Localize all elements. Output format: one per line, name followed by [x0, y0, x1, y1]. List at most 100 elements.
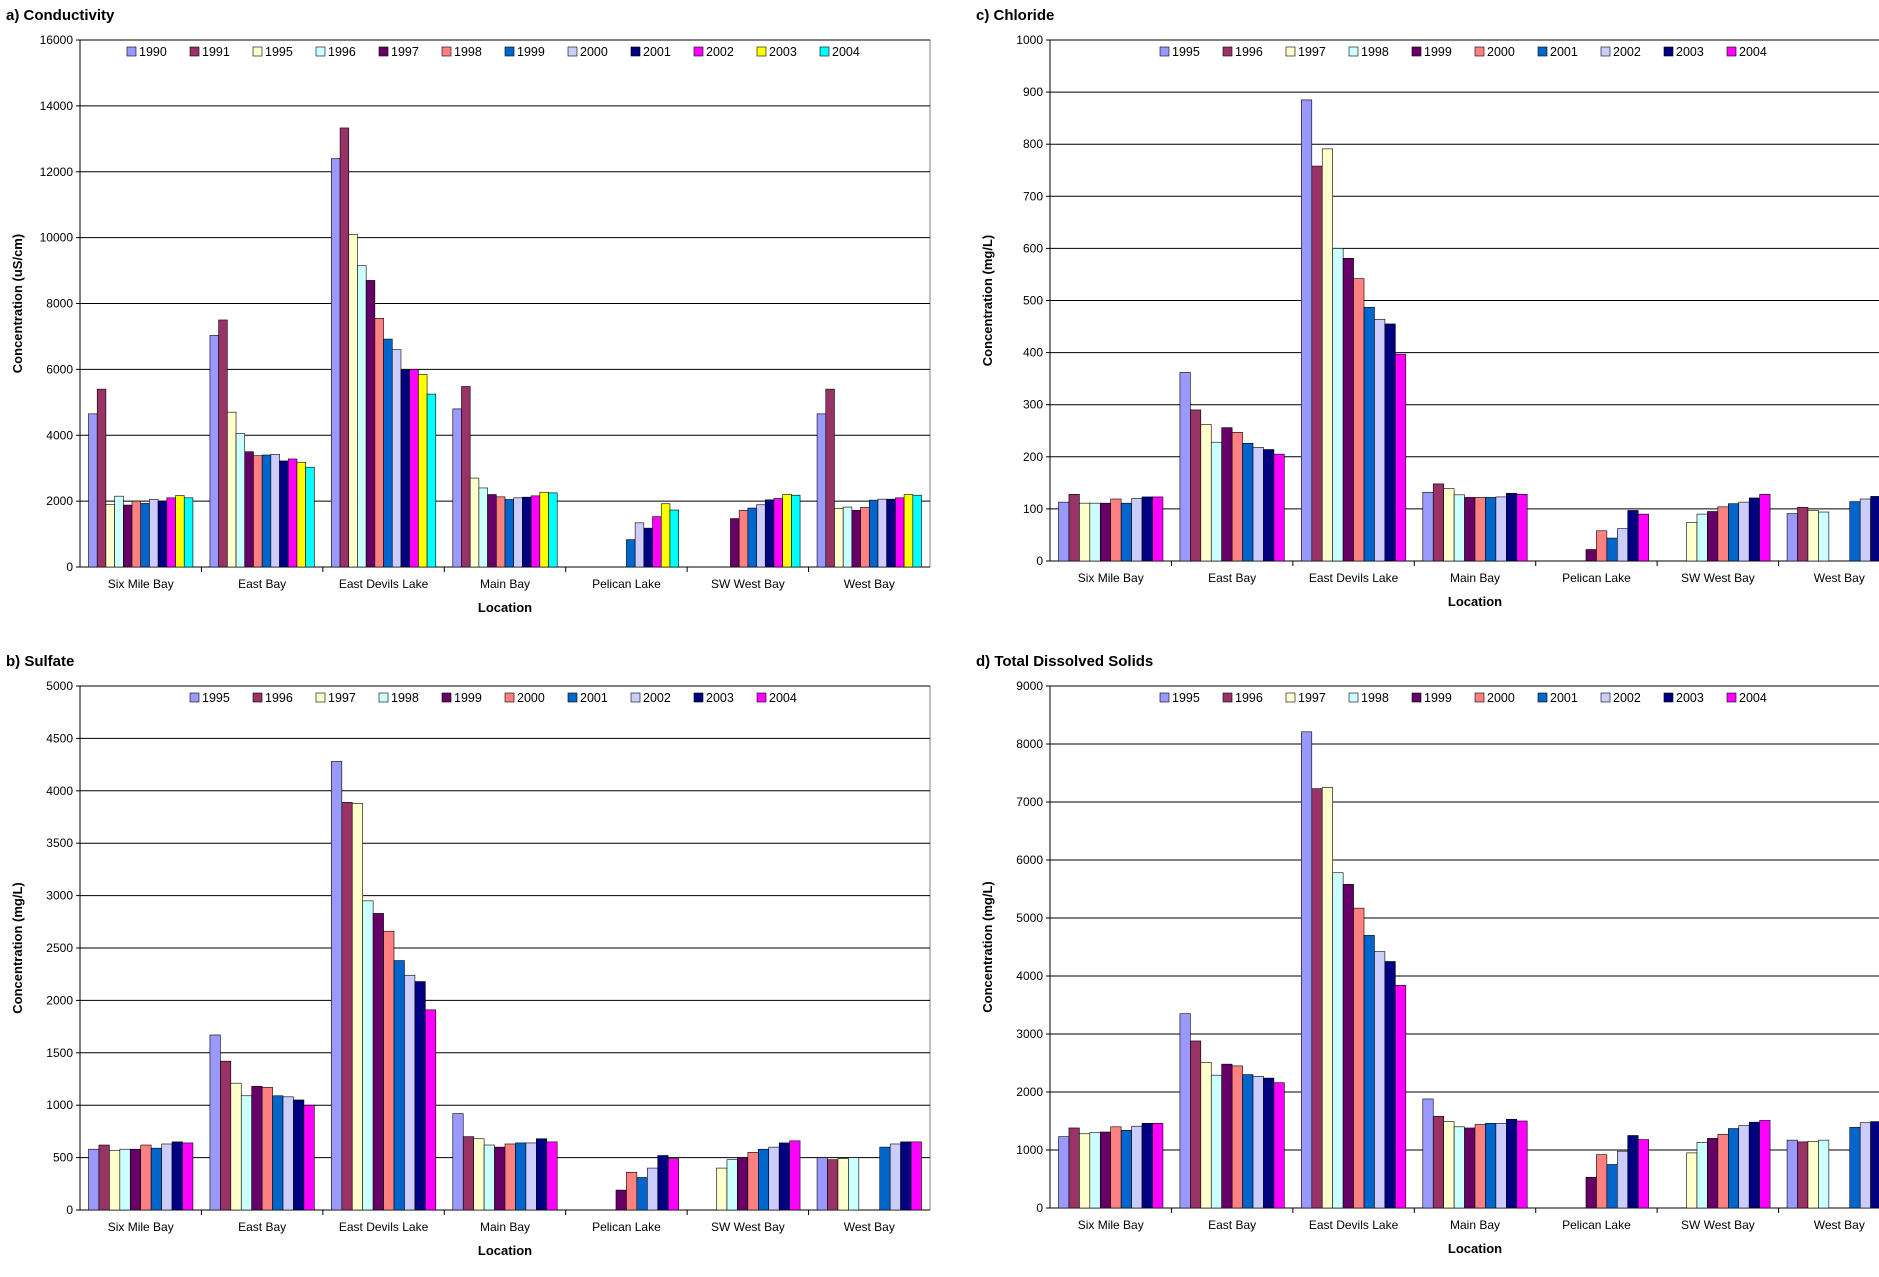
x-tick-label: Main Bay	[1450, 571, 1500, 585]
bar-1998-main-bay	[1453, 494, 1465, 562]
bar-1998-sw-west-bay	[1696, 513, 1708, 562]
legend-label-2000: 2000	[1487, 45, 1515, 59]
bar-2003-sw-west-bay	[1748, 497, 1760, 562]
bar-1999-sw-west-bay	[1707, 1138, 1719, 1209]
bar-1997-sw-west-bay	[1686, 522, 1698, 562]
x-tick-label: Six Mile Bay	[1078, 1218, 1144, 1232]
y-tick-label: 700	[1023, 189, 1043, 203]
legend-swatch-2001	[567, 692, 578, 703]
legend: 1995 1996 1997 1998 1999 2000 2001 2002 2003 2004	[1159, 691, 1767, 705]
bar-1997-sw-west-bay	[716, 1167, 728, 1211]
y-tick-label: 5000	[1016, 911, 1043, 925]
bar-1999-main-bay	[504, 499, 514, 568]
bar-2001-pelican-lake	[1606, 1164, 1618, 1209]
bar-1998-sw-west-bay	[726, 1159, 738, 1211]
bar-2004-east-devils-lake	[1395, 353, 1407, 562]
legend-label-1998: 1998	[1361, 691, 1389, 705]
bar-1998-six-mile-bay	[119, 1148, 131, 1211]
bar-2003-pelican-lake	[1627, 1135, 1639, 1209]
bar-1996-west-bay	[827, 1159, 839, 1211]
bar-1996-main-bay	[462, 1136, 474, 1211]
bar-1997-main-bay	[487, 494, 497, 568]
bar-1998-east-bay	[1210, 441, 1222, 562]
x-tick-label: West Bay	[1814, 1218, 1865, 1232]
y-tick-label: 4000	[1016, 969, 1043, 983]
x-tick-label: West Bay	[844, 577, 895, 591]
y-tick-label: 0	[66, 1203, 73, 1217]
legend-label-2004: 2004	[1739, 691, 1767, 705]
sulfate-chart: b) Sulfate 0 500 1000 1500 2000 2500 3000 3500 40…	[6, 653, 931, 1258]
bar-1995-east-devils-lake	[1301, 731, 1313, 1209]
legend-label-1995: 1995	[1172, 45, 1200, 59]
bar-2000-east-bay	[1231, 1065, 1243, 1209]
y-tick-label: 1000	[1016, 33, 1043, 47]
chart-title: b) Sulfate	[6, 653, 74, 670]
legend-swatch-1998	[1348, 692, 1359, 703]
bar-1997-sw-west-bay	[1686, 1152, 1698, 1209]
bar-1999-main-bay	[1464, 497, 1476, 562]
bar-1997-west-bay	[1807, 510, 1819, 562]
bar-2002-west-bay	[1859, 1122, 1871, 1209]
y-axis-label: Concentration (uS/cm)	[10, 234, 25, 373]
x-tick-label: West Bay	[1814, 571, 1865, 585]
y-tick-label: 3000	[1016, 1027, 1043, 1041]
bar-2002-sw-west-bay	[773, 498, 783, 568]
bar-2002-main-bay	[530, 495, 541, 568]
y-tick-label: 800	[1023, 137, 1043, 151]
bar-2003-west-bay	[903, 494, 914, 568]
legend-label-2004: 2004	[1739, 45, 1767, 59]
legend-swatch-2000	[567, 46, 578, 57]
legend-swatch-2003	[756, 46, 767, 57]
bar-2003-six-mile-bay	[1141, 1123, 1153, 1209]
legend-label-1997: 1997	[391, 45, 419, 59]
bar-1997-east-bay	[1200, 1062, 1212, 1209]
bar-2002-main-bay	[1495, 1123, 1507, 1209]
y-tick-label: 1000	[1016, 1143, 1043, 1157]
bar-1998-east-devils-lake	[1332, 248, 1344, 562]
legend-label-1995: 1995	[1172, 691, 1200, 705]
legend-swatch-2004	[819, 46, 830, 57]
bar-2001-east-devils-lake	[400, 369, 410, 568]
bar-2001-west-bay	[886, 498, 896, 568]
legend-label-2003: 2003	[706, 691, 734, 705]
bar-2003-sw-west-bay	[1748, 1121, 1760, 1209]
bar-2004-pelican-lake	[667, 1158, 679, 1211]
x-tick-label: SW West Bay	[711, 577, 785, 591]
bar-2003-six-mile-bay	[175, 495, 185, 568]
bar-2003-east-devils-lake	[1384, 323, 1396, 562]
bar-1995-east-bay	[227, 411, 237, 568]
bar-2003-pelican-lake	[1627, 510, 1639, 562]
legend-label-1990: 1990	[139, 45, 167, 59]
chart-panel-conductivity: a) Conductivity 0 2000 4000 6000 8000 10000 120…	[0, 0, 939, 631]
bar-1999-pelican-lake	[626, 539, 636, 568]
bar-2003-sw-west-bay	[782, 494, 792, 568]
bar-2003-east-bay	[296, 461, 306, 568]
bar-1997-six-mile-bay	[123, 504, 133, 568]
legend-label-1997: 1997	[328, 691, 356, 705]
bar-2002-sw-west-bay	[1738, 1125, 1750, 1209]
legend-label-1995: 1995	[202, 691, 230, 705]
bar-2003-main-bay	[1506, 1118, 1518, 1209]
y-tick-label: 200	[1023, 450, 1043, 464]
legend-label-2000: 2000	[580, 45, 608, 59]
bar-2001-sw-west-bay	[764, 499, 775, 568]
bar-1997-west-bay	[851, 510, 861, 568]
x-tick-label: East Bay	[238, 577, 286, 591]
legend-swatch-1997	[315, 692, 326, 703]
bar-2000-pelican-lake	[634, 522, 645, 568]
bar-1995-main-bay	[452, 1113, 464, 1211]
bar-2001-east-devils-lake	[1363, 935, 1375, 1209]
bar-1995-west-bay	[816, 1157, 828, 1211]
bar-1999-pelican-lake	[615, 1189, 627, 1211]
x-tick-label: East Devils Lake	[1309, 571, 1399, 585]
legend-label-2004: 2004	[769, 691, 797, 705]
bar-1997-sw-west-bay	[730, 518, 740, 568]
bar-1996-west-bay	[1797, 507, 1809, 562]
chart-title: c) Chloride	[976, 7, 1054, 24]
bar-1996-west-bay	[1797, 1141, 1809, 1209]
bar-1995-six-mile-bay	[88, 1148, 100, 1211]
bar-2004-sw-west-bay	[791, 494, 801, 568]
y-tick-label: 600	[1023, 241, 1043, 255]
bar-2004-sw-west-bay	[789, 1140, 801, 1211]
y-tick-label: 6000	[46, 362, 73, 376]
